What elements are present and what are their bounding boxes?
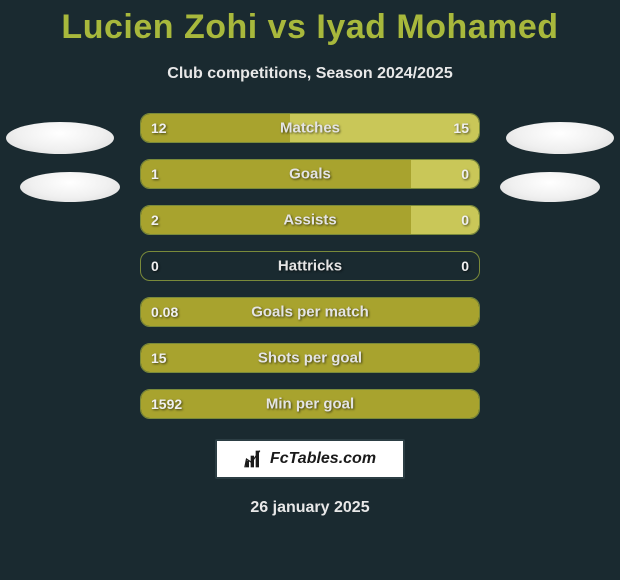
value-left: 0 (151, 258, 159, 274)
comparison-chart: 12 15 Matches 1 0 Goals 2 0 Assists 0 0 Hattricks 0.… (0, 113, 620, 419)
stat-label: Shots per goal (258, 350, 362, 367)
stat-row: 1 0 Goals (140, 159, 480, 189)
stat-row: 0.08 Goals per match (140, 297, 480, 327)
stat-label: Goals per match (251, 304, 369, 321)
stat-row: 0 0 Hattricks (140, 251, 480, 281)
value-left: 0.08 (151, 304, 178, 320)
value-left: 15 (151, 350, 167, 366)
stat-label: Hattricks (278, 258, 342, 275)
value-left: 1592 (151, 396, 182, 412)
stat-row: 12 15 Matches (140, 113, 480, 143)
value-left: 1 (151, 166, 159, 182)
brand-badge: FcTables.com (215, 439, 405, 479)
subtitle: Club competitions, Season 2024/2025 (0, 65, 620, 83)
bar-chart-icon (244, 449, 264, 469)
bar-left (141, 160, 411, 188)
brand-text: FcTables.com (270, 450, 376, 468)
stat-row: 1592 Min per goal (140, 389, 480, 419)
value-right: 0 (461, 166, 469, 182)
stat-row: 2 0 Assists (140, 205, 480, 235)
stat-row: 15 Shots per goal (140, 343, 480, 373)
stat-label: Goals (289, 166, 331, 183)
stat-label: Assists (283, 212, 336, 229)
value-right: 0 (461, 212, 469, 228)
bar-left (141, 206, 411, 234)
page-title: Lucien Zohi vs Iyad Mohamed (0, 0, 620, 47)
value-left: 2 (151, 212, 159, 228)
stat-label: Min per goal (266, 396, 354, 413)
value-left: 12 (151, 120, 167, 136)
date-label: 26 january 2025 (0, 499, 620, 517)
value-right: 15 (453, 120, 469, 136)
stat-label: Matches (280, 120, 340, 137)
value-right: 0 (461, 258, 469, 274)
